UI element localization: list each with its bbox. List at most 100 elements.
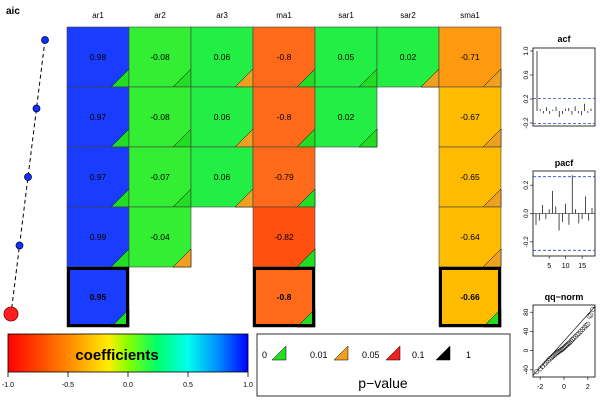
heatmap-cell bbox=[438, 86, 502, 148]
pvalue-legend: 0 0.01 0.05 0.1 1 p−value bbox=[256, 333, 511, 397]
heatmap-cell bbox=[128, 206, 192, 268]
heatmap-cell bbox=[252, 146, 316, 208]
qq-point bbox=[574, 332, 580, 338]
qq-xtick-label: 0 bbox=[562, 384, 566, 391]
coefficient-colorbar: coefficients -1.0 -0.5 0.0 0.5 1.0 bbox=[2, 333, 253, 389]
heatmap-cell-value: -0.71 bbox=[460, 52, 480, 62]
heatmap-cell-value: 0.06 bbox=[214, 172, 231, 182]
colorbar-tick-label: 0.0 bbox=[123, 382, 133, 389]
qq-ytick-label: -40 bbox=[523, 365, 530, 375]
qq-point bbox=[569, 337, 575, 343]
heatmap-column-label: sar1 bbox=[338, 11, 354, 20]
heatmap-cell-value: 0.02 bbox=[400, 52, 417, 62]
heatmap-cell-value: -0.66 bbox=[460, 292, 480, 302]
colorbar-label: coefficients bbox=[75, 347, 158, 364]
acf-ytick-label: 1.0 bbox=[523, 46, 530, 55]
qq-point bbox=[547, 356, 553, 362]
qq-point bbox=[567, 339, 573, 345]
heatmap-cell bbox=[190, 86, 254, 148]
heatmap-cell-value: -0.04 bbox=[150, 232, 170, 242]
acf-title: acf bbox=[557, 34, 571, 44]
heatmap-cell-value: -0.08 bbox=[150, 52, 170, 62]
heatmap-cell-value: -0.08 bbox=[150, 112, 170, 122]
heatmap-cell-value: -0.65 bbox=[460, 172, 480, 182]
heatmap-cell-value: 0.06 bbox=[214, 52, 231, 62]
heatmap-cell bbox=[66, 146, 130, 208]
heatmap-cell-value: -0.8 bbox=[277, 292, 292, 302]
qq-point bbox=[546, 357, 551, 363]
pvalue-legend-swatch bbox=[385, 345, 401, 361]
qq-title: qq−norm bbox=[545, 292, 584, 302]
pacf-ytick-label: 0.2 bbox=[523, 180, 530, 189]
heatmap-cell bbox=[438, 206, 502, 268]
qq-point bbox=[578, 328, 584, 334]
coefficient-heatmap: ar1 ar2 ar3 ma1 sar1 sar2 sma1 0.98 -0.08 0.06 -0… bbox=[66, 11, 502, 328]
qq-ytick-label: 80 bbox=[523, 308, 530, 316]
pacf-ytick-label: -0.2 bbox=[523, 236, 530, 248]
pacf-panel: pacf -0.2 0.0 0.2 5 10 15 bbox=[523, 158, 596, 270]
colorbar-gradient bbox=[7, 333, 249, 373]
colorbar-tick-label: 1.0 bbox=[243, 382, 253, 389]
pacf-xtick-label: 10 bbox=[562, 263, 570, 270]
acf-ytick-label: 0.6 bbox=[523, 70, 530, 79]
qq-point bbox=[549, 355, 554, 361]
qq-xtick-label: 2 bbox=[586, 384, 590, 391]
heatmap-cell-value: 0.97 bbox=[90, 112, 107, 122]
heatmap-cell-value: -0.82 bbox=[274, 232, 294, 242]
heatmap-cell-value: -0.67 bbox=[460, 112, 480, 122]
heatmap-cell-value: -0.79 bbox=[274, 172, 294, 182]
acf-ytick-label: -0.2 bbox=[523, 117, 530, 129]
pvalue-break-label: 0.05 bbox=[362, 350, 380, 360]
heatmap-column-label: ar3 bbox=[216, 11, 228, 20]
qq-point bbox=[588, 312, 594, 318]
pvalue-break-label: 0 bbox=[262, 350, 267, 360]
heatmap-cell-value: -0.07 bbox=[150, 172, 170, 182]
pacf-ytick-label: 0.0 bbox=[523, 209, 530, 218]
heatmap-cell bbox=[438, 266, 502, 328]
heatmap-cell bbox=[190, 146, 254, 208]
heatmap-cell bbox=[252, 26, 316, 88]
qq-point bbox=[572, 334, 578, 340]
heatmap-cell-value: 0.06 bbox=[214, 112, 231, 122]
acf-panel: acf -0.2 0.2 0.6 1.0 bbox=[523, 34, 596, 129]
heatmap-column-label: ar2 bbox=[154, 11, 166, 20]
acf-ytick-label: 0.2 bbox=[523, 94, 530, 103]
qq-reference-line bbox=[532, 306, 596, 376]
heatmap-cell bbox=[66, 26, 130, 88]
qq-point bbox=[576, 330, 582, 336]
heatmap-cell-value: 0.99 bbox=[90, 232, 107, 242]
heatmap-cell-value: -0.64 bbox=[460, 232, 480, 242]
pacf-xtick-label: 5 bbox=[547, 263, 551, 270]
qq-point bbox=[571, 335, 577, 341]
qq-ytick-label: 0 bbox=[523, 348, 530, 352]
pvalue-legend-title: p−value bbox=[358, 375, 408, 391]
acf-frame bbox=[532, 47, 596, 127]
heatmap-cell-value: 0.05 bbox=[338, 52, 355, 62]
heatmap-cell bbox=[252, 206, 316, 268]
qq-xtick-label: -2 bbox=[537, 384, 543, 391]
pvalue-break-label: 0.01 bbox=[310, 350, 328, 360]
heatmap-cell bbox=[66, 266, 130, 328]
heatmap-column-label: ar1 bbox=[92, 11, 104, 20]
heatmap-cell bbox=[314, 86, 378, 148]
selected-model-outline bbox=[439, 267, 501, 327]
qq-point bbox=[568, 338, 574, 344]
heatmap-cell-value: -0.8 bbox=[277, 52, 292, 62]
qq-point bbox=[542, 361, 548, 367]
qq-point bbox=[583, 323, 589, 329]
heatmap-cell bbox=[438, 26, 502, 88]
pvalue-legend-swatch bbox=[333, 345, 349, 361]
pvalue-legend-swatch bbox=[271, 345, 287, 361]
pacf-title: pacf bbox=[555, 158, 575, 168]
pvalue-triangle bbox=[172, 248, 192, 268]
heatmap-cell-value: 0.97 bbox=[90, 172, 107, 182]
qq-norm-panel: qq−norm -40 0 40 80 -2 0 2 bbox=[523, 292, 596, 391]
aic-panel: aic bbox=[3, 6, 49, 322]
pvalue-break-label: 1 bbox=[466, 350, 471, 360]
qq-ytick-label: 40 bbox=[523, 327, 530, 335]
colorbar-tick-label: -0.5 bbox=[62, 382, 74, 389]
heatmap-cell-value: -0.8 bbox=[277, 112, 292, 122]
aic-title: aic bbox=[6, 6, 20, 17]
selected-model-outline bbox=[67, 267, 129, 327]
